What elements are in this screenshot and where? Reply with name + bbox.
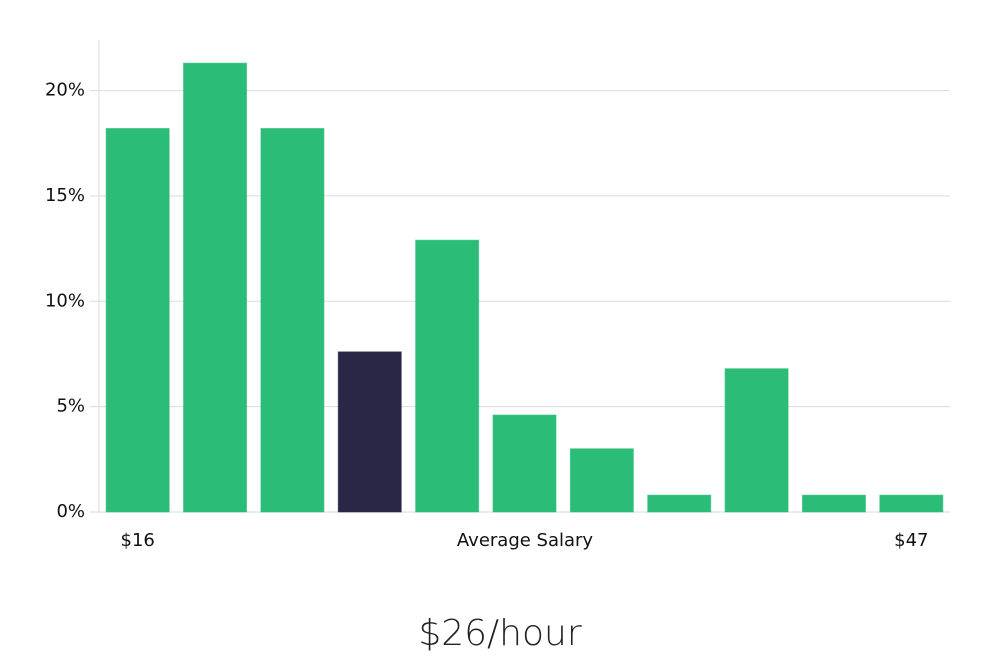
bar	[647, 494, 712, 513]
x-axis-label: Average Salary	[457, 530, 594, 551]
bar	[105, 128, 170, 513]
y-tick-label: 20%	[45, 80, 85, 101]
y-tick-label: 5%	[56, 396, 85, 417]
y-tick-label: 10%	[45, 290, 85, 311]
bar	[183, 62, 248, 513]
x-tick-label: $16	[121, 530, 155, 551]
bar	[492, 414, 557, 513]
bar	[879, 494, 944, 513]
y-tick-label: 0%	[56, 501, 85, 522]
y-tick-label: 15%	[45, 185, 85, 206]
bar	[569, 448, 634, 513]
highlight-label: $26/hour	[418, 613, 582, 654]
bar	[415, 239, 480, 513]
bar	[724, 368, 789, 513]
x-tick-label: $47	[894, 530, 928, 551]
bar	[260, 128, 325, 513]
bar	[337, 351, 402, 513]
bar	[801, 494, 866, 513]
